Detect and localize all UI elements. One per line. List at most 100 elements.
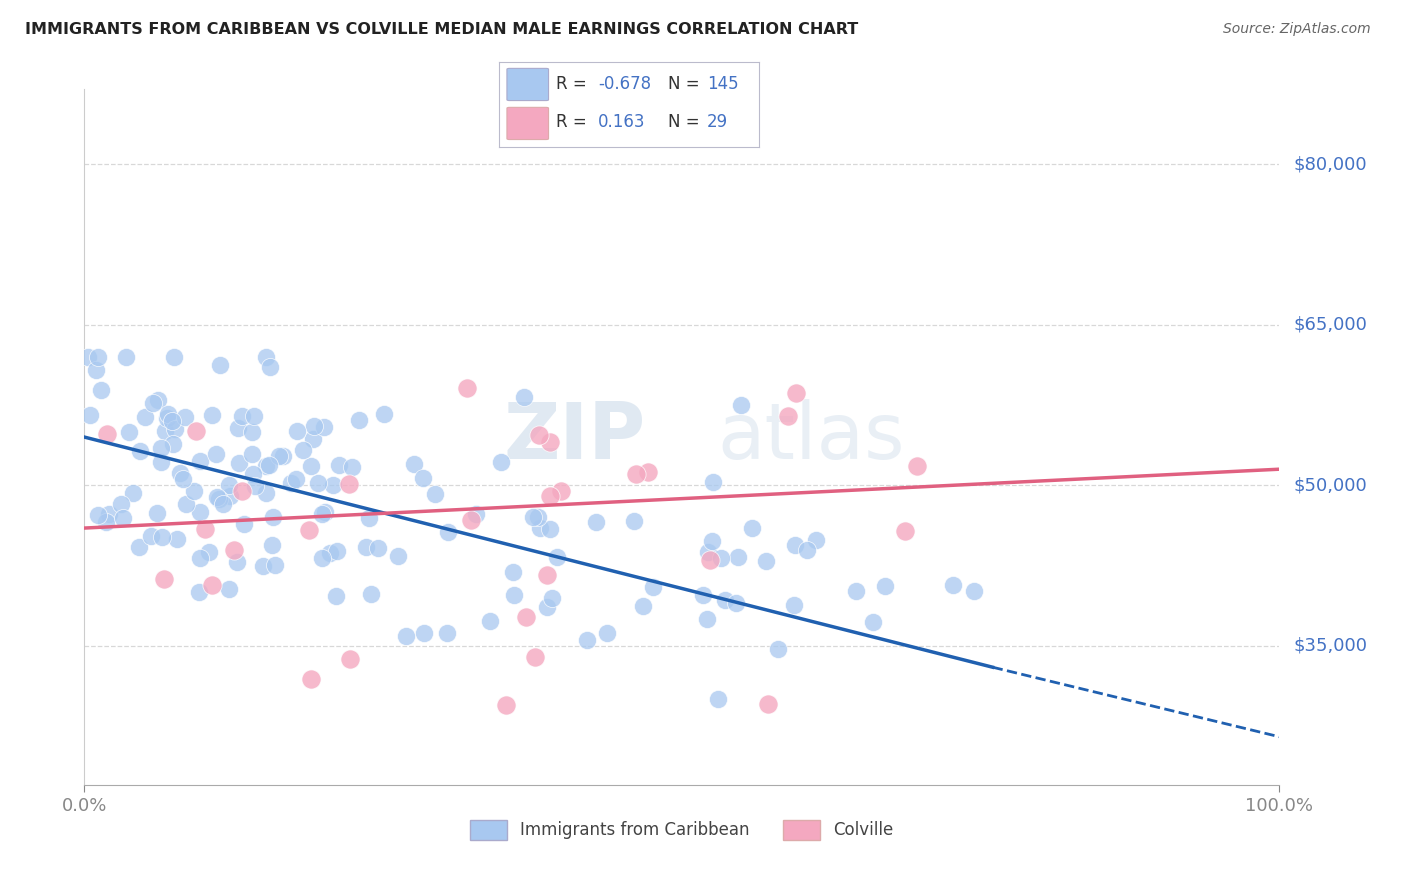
Point xyxy=(98,508,121,522)
Point xyxy=(150,455,173,469)
Point xyxy=(783,538,806,552)
Point xyxy=(212,497,235,511)
Point xyxy=(941,577,963,591)
Point xyxy=(134,409,156,424)
Point xyxy=(129,444,152,458)
Point xyxy=(284,472,307,486)
Point xyxy=(776,409,799,424)
Legend: Immigrants from Caribbean, Colville: Immigrants from Caribbean, Colville xyxy=(464,814,900,847)
Point xyxy=(502,565,524,579)
Point xyxy=(90,383,112,397)
Point xyxy=(785,386,807,401)
Point xyxy=(201,578,224,592)
Point xyxy=(522,509,544,524)
Point xyxy=(710,550,733,565)
Point xyxy=(252,559,274,574)
Point xyxy=(425,487,447,501)
Point xyxy=(893,524,915,538)
Point xyxy=(546,550,568,565)
Point xyxy=(963,584,986,599)
Point xyxy=(513,390,536,404)
Point xyxy=(243,409,266,423)
Point xyxy=(436,626,458,640)
Point xyxy=(128,541,150,555)
Point xyxy=(538,522,561,536)
Point xyxy=(302,419,325,434)
Point xyxy=(437,524,460,539)
Point xyxy=(623,515,645,529)
Point xyxy=(264,558,287,573)
Point xyxy=(254,350,277,364)
Point xyxy=(349,413,371,427)
Point xyxy=(796,543,818,558)
Text: $50,000: $50,000 xyxy=(1294,476,1367,494)
Point xyxy=(326,544,349,558)
Point xyxy=(465,507,488,521)
Point xyxy=(96,516,118,530)
Point xyxy=(187,584,209,599)
Point xyxy=(114,350,136,364)
Point xyxy=(491,455,513,469)
Point xyxy=(905,459,928,474)
Text: -0.678: -0.678 xyxy=(598,75,651,93)
Point xyxy=(460,513,482,527)
Point xyxy=(121,486,143,500)
Point xyxy=(756,697,779,711)
Text: 145: 145 xyxy=(707,75,738,93)
Point xyxy=(183,484,205,499)
Point xyxy=(172,472,194,486)
Point xyxy=(156,408,179,422)
Point xyxy=(188,453,211,467)
Point xyxy=(111,511,134,525)
Point xyxy=(218,582,240,597)
Point xyxy=(299,458,322,473)
Point xyxy=(242,447,264,461)
Point xyxy=(495,698,517,712)
Point xyxy=(373,407,395,421)
Point xyxy=(536,568,558,582)
Point xyxy=(538,489,561,503)
Point xyxy=(367,541,389,555)
Point xyxy=(402,457,425,471)
Point xyxy=(117,425,139,440)
Point xyxy=(325,589,347,603)
Point xyxy=(299,672,322,686)
Point xyxy=(697,545,720,559)
Point xyxy=(730,398,752,412)
Point xyxy=(259,360,281,375)
Point xyxy=(176,497,198,511)
Point xyxy=(806,533,828,547)
Point xyxy=(201,408,224,422)
Point xyxy=(218,489,240,503)
Point xyxy=(845,583,868,598)
Point xyxy=(218,478,240,492)
Point xyxy=(79,408,101,422)
Point xyxy=(87,508,110,522)
Point xyxy=(314,420,336,434)
Point xyxy=(741,521,763,535)
Point xyxy=(550,484,572,499)
Text: N =: N = xyxy=(668,113,704,131)
Point xyxy=(160,414,183,428)
Point xyxy=(153,572,176,586)
Point xyxy=(314,505,336,519)
Point xyxy=(298,523,321,537)
Point xyxy=(356,540,378,554)
Point xyxy=(631,599,654,614)
Point xyxy=(77,350,100,364)
Point xyxy=(395,629,418,643)
Point xyxy=(149,441,172,455)
Point xyxy=(280,476,302,491)
Point xyxy=(706,692,728,706)
Point xyxy=(702,475,724,490)
Text: N =: N = xyxy=(668,75,704,93)
Point xyxy=(188,505,211,519)
Point xyxy=(148,392,170,407)
Point xyxy=(862,615,884,629)
Point xyxy=(84,363,107,377)
Point xyxy=(755,554,778,568)
Point xyxy=(339,652,361,666)
Point xyxy=(163,422,186,436)
Point xyxy=(714,593,737,607)
Point xyxy=(725,596,748,610)
